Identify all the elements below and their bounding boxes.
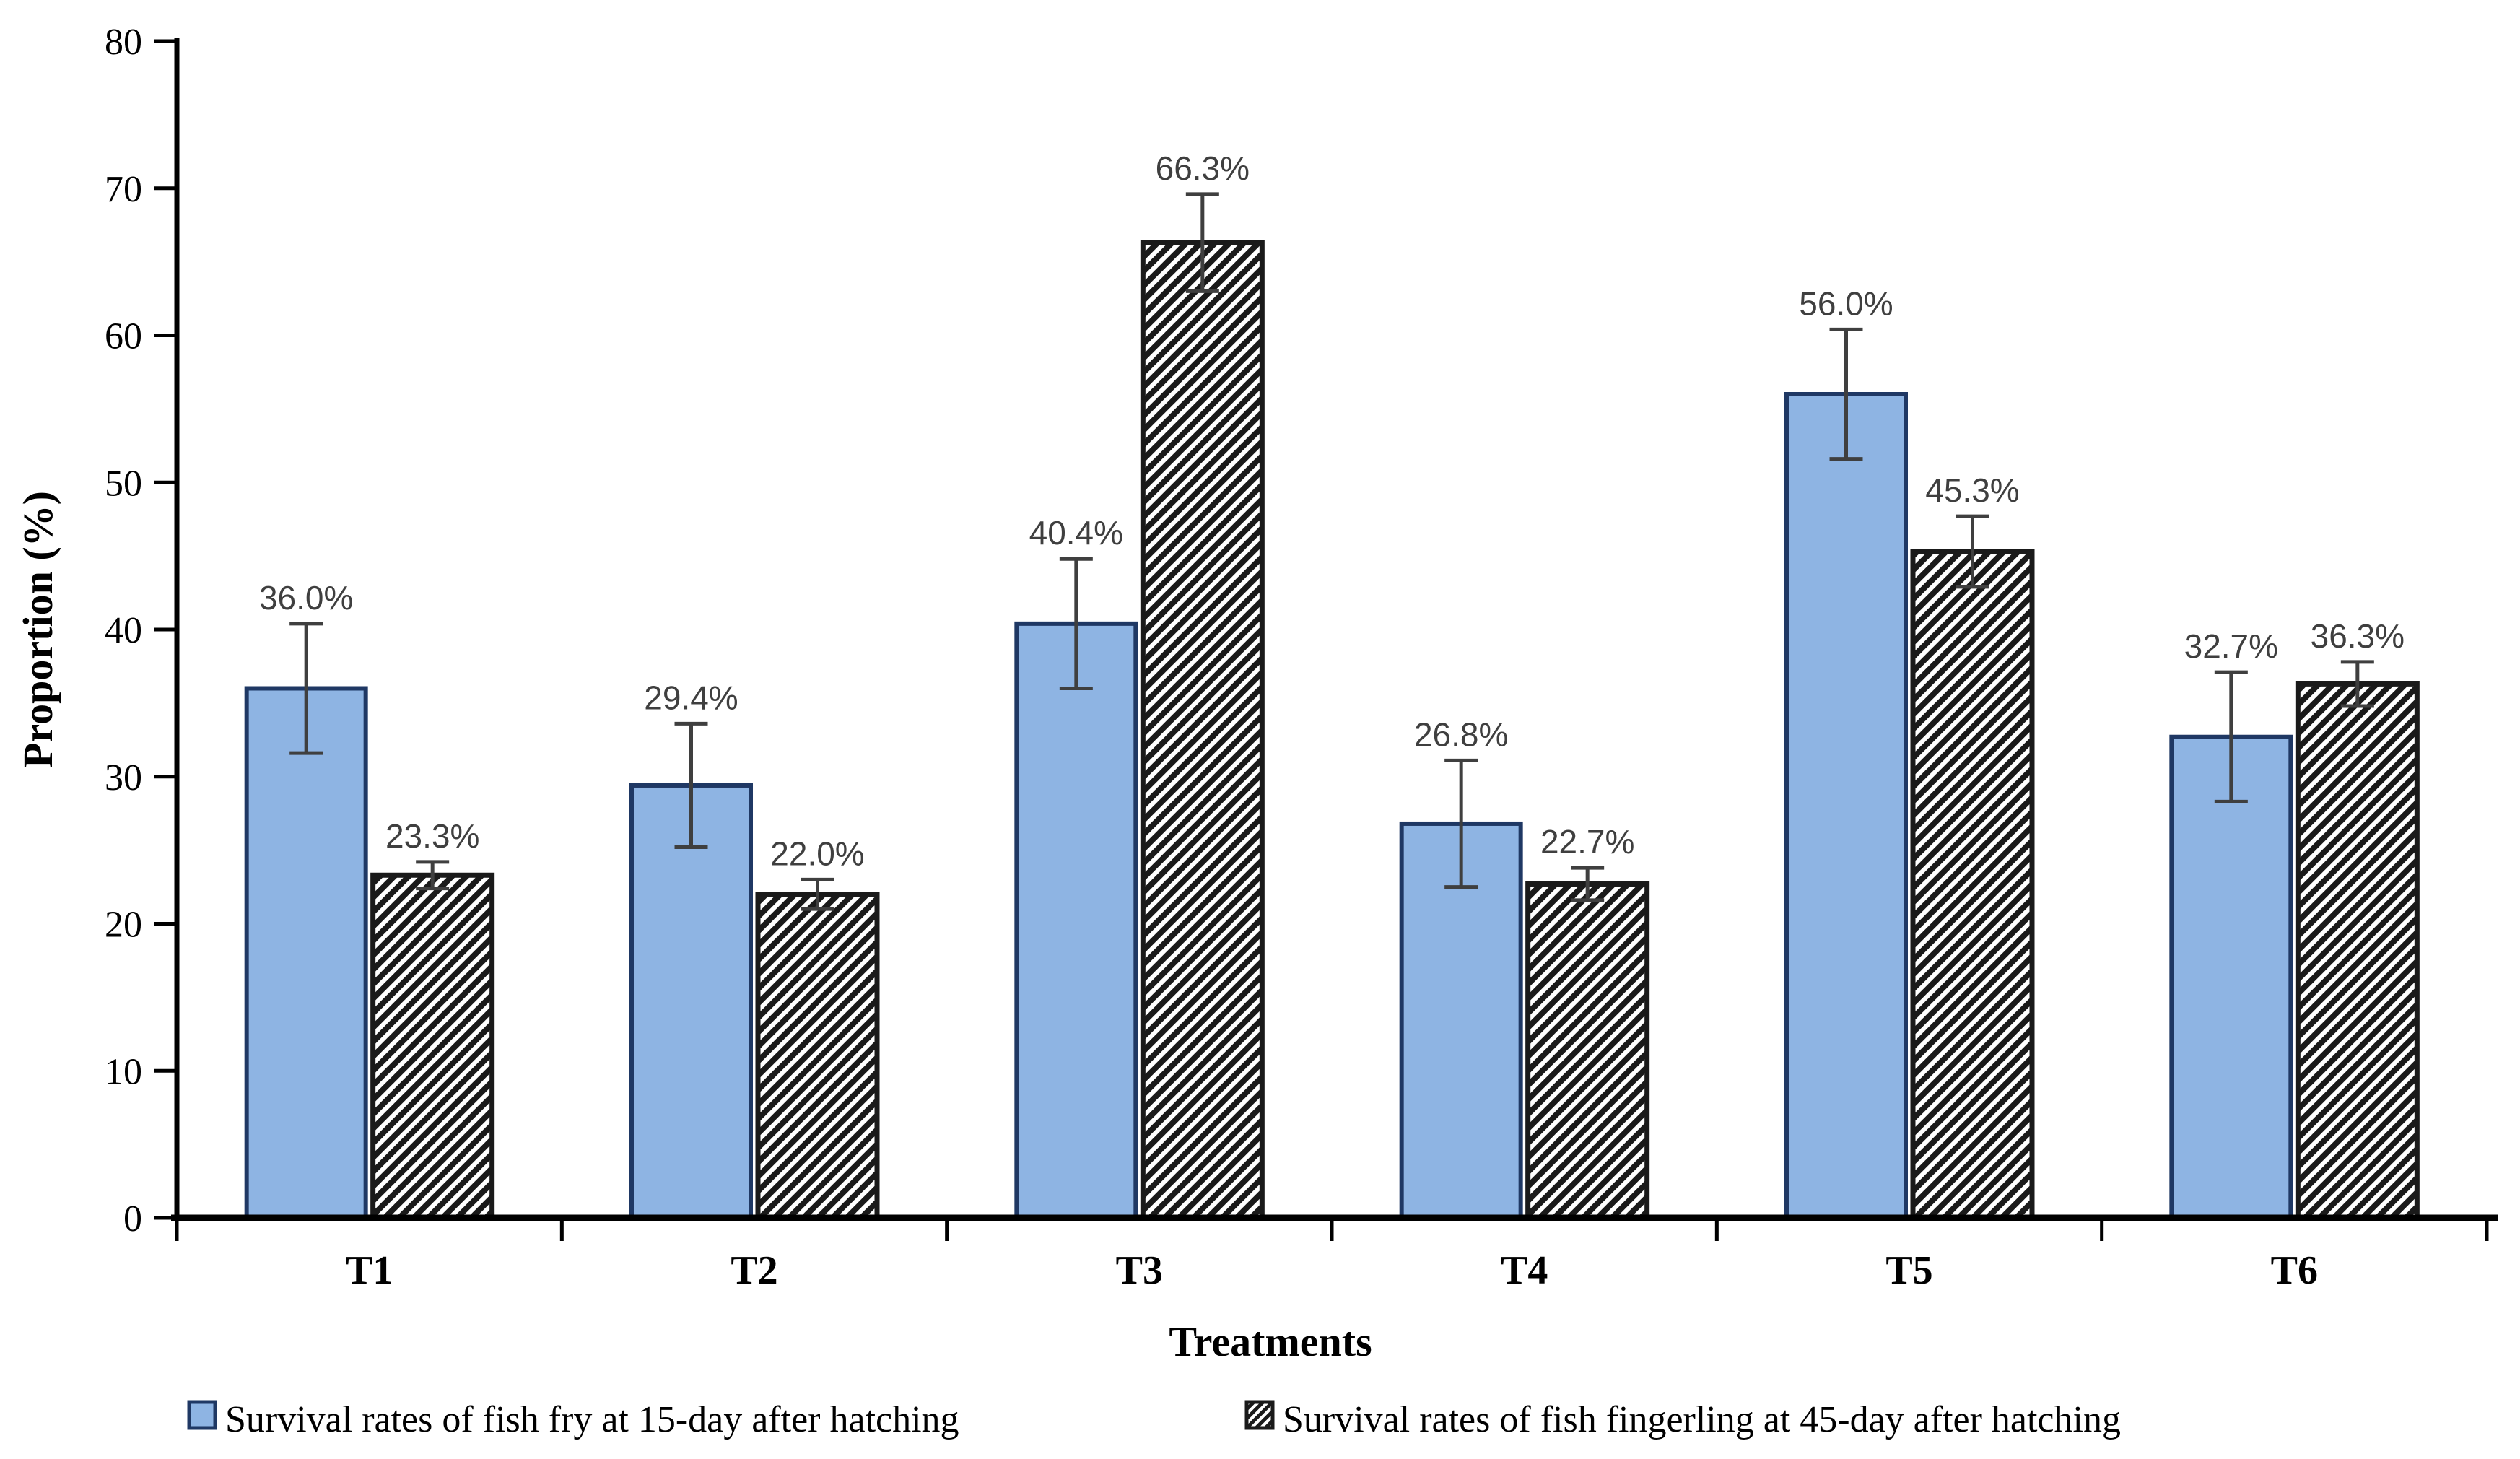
data-label-fry-T2: 29.4% [644, 679, 738, 716]
plot-area: 0 10 20 30 40 50 60 70 80 36.0% 23.3% T1 29.4% 22.0% T… [105, 22, 2498, 1293]
error-bar-fry-T5 [1829, 327, 1863, 461]
x-tick-label-T3: T3 [1116, 1248, 1163, 1293]
bar-fingerling-T3 [1140, 240, 1265, 1221]
data-label-fingerling-T2: 22.0% [770, 835, 864, 872]
legend: Survival rates of fish fry at 15-day aft… [187, 1399, 2121, 1440]
error-bar-fingerling-T6 [2340, 660, 2374, 708]
error-bar-fry-T6 [2214, 670, 2248, 803]
y-tick-label-20: 20 [105, 905, 142, 946]
bar-fingerling-T1 [370, 872, 495, 1221]
bar-fry-T5 [1784, 392, 1908, 1220]
error-bar-fry-T4 [1444, 758, 1478, 889]
legend-label-fry: Survival rates of fish fry at 15-day aft… [225, 1399, 959, 1440]
y-tick-label-50: 50 [105, 463, 142, 504]
bar-fry-T1 [244, 686, 368, 1220]
y-tick-label-0: 0 [123, 1198, 142, 1240]
data-label-fingerling-T6: 36.3% [2311, 617, 2405, 655]
bar-fingerling-T4 [1525, 881, 1650, 1221]
data-label-fingerling-T3: 66.3% [1156, 149, 1250, 187]
bar-fingerling-T6 [2295, 681, 2420, 1221]
data-label-fry-T5: 56.0% [1799, 284, 1893, 322]
data-label-fry-T6: 32.7% [2184, 627, 2278, 665]
y-axis-title: Proportion (%) [14, 491, 61, 768]
error-bar-fingerling-T2 [801, 877, 834, 911]
data-label-fingerling-T1: 23.3% [385, 817, 479, 855]
data-label-fingerling-T5: 45.3% [1925, 471, 2019, 509]
error-bar-fingerling-T1 [416, 860, 450, 891]
x-tick-label-T6: T6 [2271, 1248, 2318, 1293]
x-tick-label-T5: T5 [1885, 1248, 1932, 1293]
error-bar-fry-T2 [674, 721, 708, 850]
legend-label-fingerling: Survival rates of fish fingerling at 45-… [1283, 1399, 2121, 1440]
x-tick-label-T2: T2 [731, 1248, 777, 1293]
y-tick-label-60: 60 [105, 316, 142, 357]
y-tick-label-30: 30 [105, 757, 142, 798]
y-tick-label-40: 40 [105, 610, 142, 651]
error-bar-fingerling-T5 [1956, 514, 1989, 589]
y-tick-label-80: 80 [105, 22, 142, 63]
y-tick-label-70: 70 [105, 169, 142, 210]
data-label-fingerling-T4: 22.7% [1540, 823, 1634, 861]
bar-fry-T6 [2169, 734, 2293, 1220]
legend-marker-fry [187, 1400, 217, 1430]
bar-fry-T2 [629, 783, 753, 1220]
data-label-fry-T1: 36.0% [259, 579, 353, 617]
error-bar-fingerling-T4 [1571, 866, 1605, 902]
data-label-fry-T4: 26.8% [1414, 715, 1508, 753]
x-tick-label-T4: T4 [1501, 1248, 1548, 1293]
bar-fingerling-T5 [1910, 549, 2035, 1221]
legend-marker-fingerling [1244, 1400, 1275, 1430]
x-tick-label-T1: T1 [346, 1248, 393, 1293]
error-bar-fry-T1 [289, 622, 323, 755]
error-bar-fry-T3 [1059, 557, 1093, 690]
bar-fingerling-T2 [755, 892, 880, 1221]
data-label-fry-T3: 40.4% [1029, 514, 1123, 552]
x-axis-title: Treatments [1169, 1318, 1372, 1365]
y-tick-label-10: 10 [105, 1051, 142, 1092]
error-bar-fingerling-T3 [1185, 192, 1219, 293]
bar-fry-T3 [1014, 621, 1138, 1220]
